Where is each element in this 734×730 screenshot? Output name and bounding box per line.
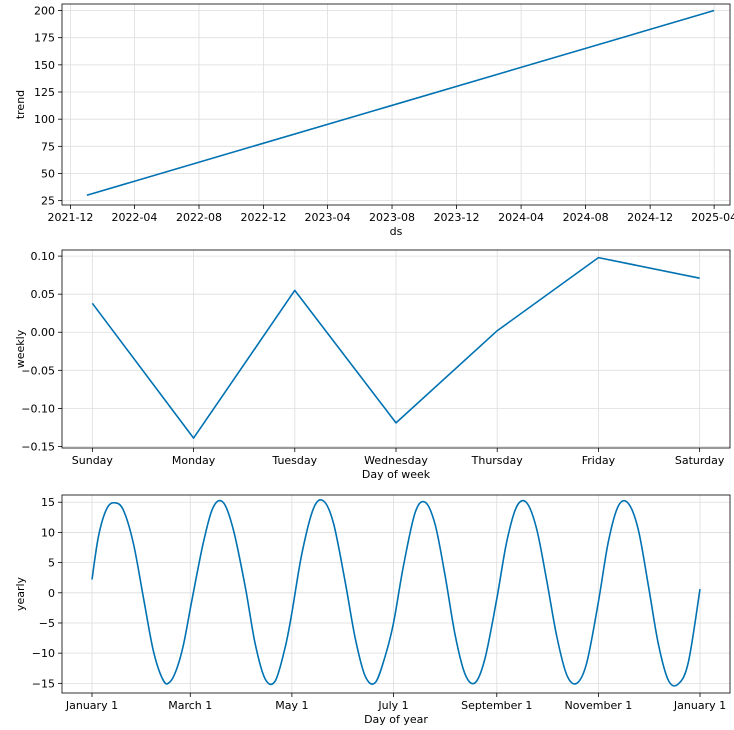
y-tick-label: −15 [32,677,55,690]
y-axis-label: yearly [14,576,27,611]
y-axis-label: trend [14,90,27,119]
y-tick-label: −5 [39,617,55,630]
weekly-series-line [91,256,700,439]
x-tick-label: 2022-04 [111,211,157,224]
axes-frame [61,3,731,206]
trend-series-line [86,9,715,196]
y-tick-label: −0.15 [21,440,55,453]
yearly-series-line [91,499,701,687]
x-tick-label: 2023-04 [305,211,351,224]
x-axis-label: ds [390,225,403,238]
x-tick-label: 2022-08 [176,211,222,224]
x-tick-label: 2023-12 [434,211,480,224]
y-tick-label: 50 [41,167,55,180]
x-tick-label: May 1 [275,699,308,712]
y-tick-label: 5 [48,557,55,570]
x-tick-label: January 1 [65,699,118,712]
x-tick-label: Monday [172,454,216,467]
x-tick-label: 2024-08 [563,211,609,224]
y-tick-label: −10 [32,647,55,660]
y-tick-label: 0.10 [31,250,56,263]
x-tick-label: March 1 [168,699,212,712]
y-tick-label: −0.05 [21,364,55,377]
y-tick-label: 15 [41,496,55,509]
x-tick-label: Sunday [72,454,114,467]
y-tick-label: 175 [34,32,55,45]
x-tick-label: November 1 [565,699,633,712]
y-tick-label: 125 [34,86,55,99]
x-tick-label: 2025-04 [691,211,734,224]
x-tick-label: September 1 [461,699,532,712]
chart-panel-yearly: January 1 March 1 May 1 July 1 September 1 No… [14,494,731,726]
x-tick-label: January 1 [673,699,726,712]
x-tick-label: 2023-08 [369,211,415,224]
x-axis-label: Day of year [364,713,428,726]
y-tick-label: 0 [48,587,55,600]
y-tick-label: 25 [41,195,55,208]
x-axis-label: Day of week [362,468,431,481]
y-tick-label: 100 [34,113,55,126]
x-tick-label: Friday [582,454,616,467]
chart-panel-weekly: Sunday Monday Tuesday Wednesday Thursday Frid… [14,249,731,481]
x-tick-label: Saturday [675,454,725,467]
y-axis-label: weekly [14,329,27,368]
x-tick-label: 2024-12 [627,211,673,224]
y-tick-label: 10 [41,526,55,539]
x-tick-label: 2021-12 [47,211,93,224]
y-tick-label: 75 [41,140,55,153]
x-tick-label: Tuesday [271,454,317,467]
y-tick-label: 0.00 [31,326,56,339]
chart-panel-trend: 2021-12 2022-04 2022-08 2022-12 2023-04 2023-… [14,3,734,238]
x-tick-label: Wednesday [364,454,428,467]
x-tick-label: 2022-12 [241,211,287,224]
x-tick-label: July 1 [377,699,408,712]
x-tick-label: Thursday [471,454,524,467]
axes-frame [61,494,731,694]
y-tick-label: 200 [34,5,55,18]
y-tick-label: 150 [34,59,55,72]
y-tick-label: −0.10 [21,402,55,415]
y-tick-label: 0.05 [31,288,56,301]
x-tick-label: 2024-04 [498,211,544,224]
